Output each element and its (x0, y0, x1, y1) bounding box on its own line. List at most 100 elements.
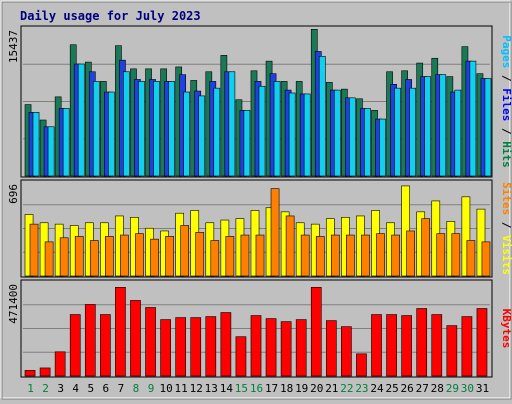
x-tick-label-day-12: 12 (190, 382, 203, 395)
x-tick-label-day-22: 22 (340, 382, 353, 395)
bar-kbytes-day-14 (220, 312, 232, 377)
panel-visits-sites: 696 Sites / Visits (7, 179, 512, 278)
bar-pages-day-4 (77, 63, 85, 177)
bar-kbytes-day-20 (310, 287, 322, 377)
bar-kbytes-day-15 (235, 336, 247, 377)
bar-visits-day-30 (461, 196, 471, 277)
bar-pages-day-25 (394, 87, 401, 177)
bar-pages-day-23 (364, 108, 371, 177)
x-tick-label-day-4: 4 (72, 382, 79, 395)
bar-kbytes-day-9 (145, 307, 156, 377)
bar-pages-day-12 (198, 95, 206, 177)
legend-part: Hits (500, 141, 512, 168)
bar-sites-day-26 (406, 230, 415, 277)
x-tick-label-day-16: 16 (250, 382, 263, 395)
x-tick-label-day-14: 14 (220, 382, 234, 395)
x-tick-label-day-2: 2 (42, 382, 49, 395)
bar-pages-day-29 (454, 89, 462, 177)
x-tick-label-day-29: 29 (446, 382, 459, 395)
bar-sites-day-5 (89, 240, 99, 277)
bar-pages-day-14 (228, 71, 236, 177)
bar-sites-day-29 (451, 233, 461, 277)
bar-sites-day-31 (481, 241, 491, 277)
x-tick-label-day-27: 27 (416, 382, 429, 395)
bar-pages-day-10 (168, 81, 175, 177)
x-tick-label-day-25: 25 (385, 382, 398, 395)
legend-part: / (500, 68, 512, 88)
bar-sites-day-18 (285, 215, 295, 277)
bar-sites-day-1 (29, 223, 39, 277)
bar-pages-day-13 (213, 87, 221, 177)
chart-panels: 15437 Pages / Files / Hits 696 Sites / Visi… (7, 25, 512, 378)
x-tick-label-day-11: 11 (175, 382, 188, 395)
bar-sites-day-12 (195, 232, 205, 277)
bar-kbytes-day-28 (431, 314, 443, 377)
bar-pages-day-20 (318, 56, 326, 177)
legend-part: Sites (500, 182, 512, 215)
y-max-label: 696 (7, 184, 20, 204)
x-tick-label-day-8: 8 (133, 382, 140, 395)
bar-sites-day-15 (240, 234, 250, 277)
bar-kbytes-day-3 (54, 351, 66, 377)
bar-pages-day-31 (484, 78, 492, 177)
x-tick-label-day-9: 9 (148, 382, 155, 395)
x-tick-label-day-13: 13 (205, 382, 218, 395)
x-tick-label-day-3: 3 (57, 382, 64, 395)
bar-pages-day-28 (439, 74, 447, 177)
bar-kbytes-day-30 (461, 316, 473, 377)
bar-kbytes-day-19 (295, 319, 307, 377)
bar-sites-day-8 (135, 233, 144, 277)
bar-sites-day-24 (376, 233, 385, 277)
bar-pages-day-19 (303, 93, 311, 177)
bar-sites-day-20 (315, 236, 325, 277)
bar-sites-day-2 (44, 241, 54, 277)
bar-sites-day-17 (270, 188, 280, 277)
bar-sites-day-13 (210, 240, 220, 277)
bar-pages-day-27 (424, 76, 432, 177)
bar-pages-day-3 (62, 108, 70, 177)
bar-kbytes-day-4 (69, 314, 81, 377)
legend-kbytes: KBytes (500, 309, 512, 349)
bar-kbytes-day-5 (84, 304, 96, 377)
x-tick-label-day-7: 7 (118, 382, 125, 395)
legend-part: Visits (500, 235, 512, 275)
legend-part: Files (500, 88, 512, 121)
bar-sites-day-16 (255, 234, 265, 277)
panel-border (20, 179, 493, 278)
bar-pages-day-24 (379, 118, 386, 177)
bar-sites-day-22 (346, 234, 355, 277)
y-max-label: 471400 (7, 284, 20, 324)
legend-part: / (500, 121, 512, 141)
x-tick-label-day-17: 17 (265, 382, 278, 395)
x-tick-label-day-30: 30 (461, 382, 474, 395)
bar-pages-day-1 (32, 111, 40, 177)
legend-hits-files-pages: Pages / Files / Hits (500, 35, 512, 168)
bar-sites-day-6 (105, 236, 114, 277)
bar-pages-day-18 (288, 92, 296, 177)
bar-kbytes-day-13 (205, 316, 217, 377)
x-tick-label-day-5: 5 (87, 382, 94, 395)
x-axis-day-labels: 1 2 3 4 5 6 7 8 9 10 11 12 13 14 15 16 17 18 19 20 21 22 23 24 2… (27, 382, 489, 395)
x-tick-label-day-19: 19 (295, 382, 308, 395)
bar-kbytes-day-27 (416, 308, 428, 377)
bar-pages-day-6 (108, 91, 115, 177)
bar-pages-day-8 (138, 81, 145, 177)
bar-kbytes-day-18 (280, 321, 292, 377)
panel-border (20, 25, 493, 178)
x-tick-label-day-20: 20 (310, 382, 323, 395)
bar-sites-day-28 (436, 233, 446, 277)
bar-sites-day-30 (466, 240, 476, 277)
x-tick-label-day-6: 6 (103, 382, 110, 395)
bar-pages-day-30 (469, 60, 477, 177)
legend-visits-sites: Sites / Visits (500, 182, 512, 275)
bar-kbytes-day-22 (341, 326, 352, 377)
legend-part: KBytes (500, 309, 512, 349)
panel-kbytes: 471400 KBytes (7, 279, 512, 378)
bar-sites-day-19 (300, 234, 310, 277)
bar-kbytes-day-2 (39, 367, 51, 377)
legend-part: / (500, 215, 512, 235)
bar-pages-day-17 (273, 81, 281, 177)
